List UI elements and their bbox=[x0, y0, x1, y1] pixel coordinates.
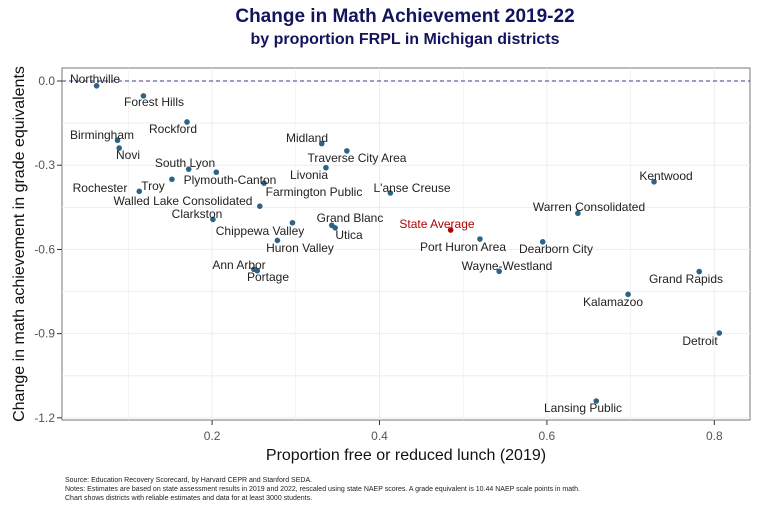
point-label: Chippewa Valley bbox=[216, 224, 305, 238]
point-label: Traverse City Area bbox=[308, 151, 407, 165]
point-label: Clarkston bbox=[172, 207, 223, 221]
data-points bbox=[93, 82, 723, 404]
point-label: Walled Lake Consolidated bbox=[114, 194, 253, 208]
data-point bbox=[261, 180, 267, 186]
data-point bbox=[254, 267, 261, 274]
point-label: Midland bbox=[286, 131, 328, 145]
x-tick-label: 0.8 bbox=[706, 429, 723, 443]
source-note: Source: Education Recovery Scorecard, by… bbox=[65, 477, 312, 484]
y-tick-label: 0.0 bbox=[38, 74, 55, 88]
data-point bbox=[696, 268, 703, 275]
y-tick-label: -1.2 bbox=[34, 411, 55, 425]
point-label: Utica bbox=[335, 228, 363, 242]
point-label: Grand Blanc bbox=[317, 211, 384, 225]
point-label: Novi bbox=[116, 148, 140, 162]
data-point bbox=[93, 82, 100, 89]
sample-note: Chart shows districts with reliable esti… bbox=[65, 495, 312, 502]
point-label: Northville bbox=[70, 72, 120, 86]
point-labels: Northville Forest Hills Rockford Birmingham… bbox=[70, 72, 723, 415]
data-point bbox=[323, 164, 329, 171]
data-point bbox=[116, 145, 122, 151]
data-point bbox=[716, 330, 723, 336]
y-tick-label: -0.6 bbox=[34, 242, 55, 256]
x-tick-label: 0.2 bbox=[204, 429, 221, 443]
point-label: Lansing Public bbox=[544, 401, 622, 415]
x-axis: 0.2 0.4 0.6 0.8 bbox=[204, 420, 723, 443]
data-point bbox=[625, 291, 631, 298]
data-point bbox=[387, 190, 394, 196]
data-point bbox=[332, 225, 338, 231]
point-label: Warren Consolidated bbox=[533, 200, 645, 214]
data-point bbox=[184, 119, 190, 125]
point-label: Port Huron Area bbox=[420, 240, 506, 254]
y-axis-title: Change in math achievement in grade equi… bbox=[11, 66, 28, 422]
data-point bbox=[539, 239, 546, 245]
data-point bbox=[651, 178, 657, 185]
point-label: Troy bbox=[141, 179, 165, 193]
plot-panel bbox=[61, 67, 751, 421]
y-axis: 0.0 -0.3 -0.6 -0.9 -1.2 bbox=[34, 74, 62, 425]
data-point bbox=[210, 216, 216, 223]
point-label: Grand Rapids bbox=[649, 272, 723, 286]
x-axis-title: Proportion free or reduced lunch (2019) bbox=[266, 447, 546, 464]
data-point bbox=[344, 148, 350, 154]
data-point bbox=[477, 236, 483, 242]
data-point bbox=[114, 137, 121, 144]
data-point bbox=[213, 169, 220, 176]
point-label: Farmington Public bbox=[266, 185, 363, 199]
point-label: Rockford bbox=[149, 122, 197, 136]
point-label: Forest Hills bbox=[124, 95, 184, 109]
chart-title: Change in Math Achievement 2019-22 bbox=[235, 6, 574, 27]
y-tick-label: -0.9 bbox=[34, 327, 55, 341]
data-point bbox=[593, 398, 600, 404]
x-tick-label: 0.4 bbox=[371, 429, 388, 443]
y-tick-label: -0.3 bbox=[34, 158, 55, 172]
methods-note: Notes: Estimates are based on state asse… bbox=[65, 486, 580, 493]
data-point bbox=[257, 203, 263, 209]
data-point bbox=[575, 210, 581, 217]
data-point bbox=[274, 237, 281, 244]
data-point bbox=[447, 227, 454, 233]
point-label: Birmingham bbox=[70, 128, 134, 142]
point-label: Kalamazoo bbox=[583, 295, 643, 309]
point-label: Wayne-Westland bbox=[462, 259, 553, 273]
data-point bbox=[140, 93, 147, 99]
point-label: South Lyon bbox=[155, 156, 215, 170]
point-label: L'anse Creuse bbox=[373, 181, 450, 195]
data-point bbox=[289, 219, 296, 226]
point-label: Dearborn City bbox=[519, 242, 593, 256]
gridlines bbox=[62, 68, 750, 420]
data-point bbox=[496, 268, 502, 275]
point-label: Rochester bbox=[73, 181, 128, 195]
point-label: Huron Valley bbox=[266, 241, 334, 255]
point-label: State Average bbox=[399, 217, 474, 231]
point-label: Portage bbox=[247, 270, 289, 284]
chart-subtitle: by proportion FRPL in Michigan districts bbox=[250, 31, 559, 48]
point-label: Detroit bbox=[682, 334, 718, 348]
x-tick-label: 0.6 bbox=[539, 429, 556, 443]
point-label: Livonia bbox=[290, 168, 328, 182]
point-label: Plymouth-Canton bbox=[184, 173, 277, 187]
point-label: Kentwood bbox=[639, 169, 692, 183]
data-point bbox=[169, 176, 175, 183]
point-label: Ann Arbor bbox=[212, 258, 265, 272]
data-point bbox=[185, 166, 192, 172]
data-point bbox=[136, 188, 143, 195]
data-point bbox=[318, 140, 325, 147]
